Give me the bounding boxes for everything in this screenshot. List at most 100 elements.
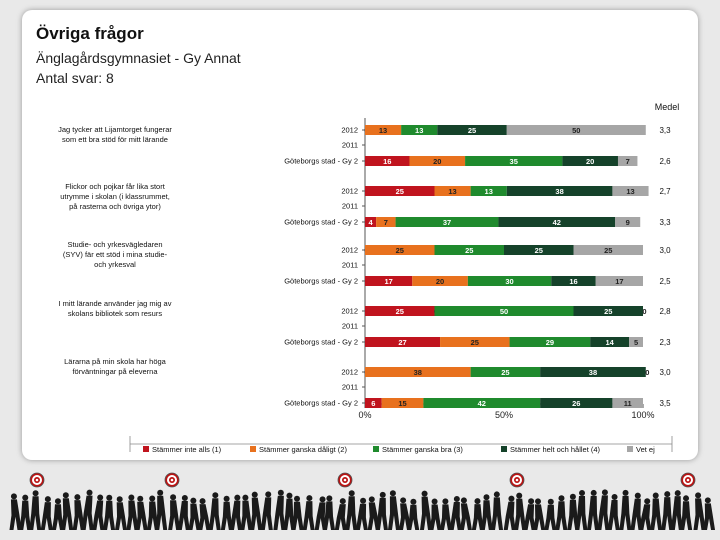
- silhouette-figure: [283, 492, 296, 530]
- silhouette-figure: [670, 490, 683, 530]
- bar-segment: [365, 337, 441, 347]
- mean-value: 3,0: [659, 246, 671, 255]
- mean-value: 2,5: [659, 277, 671, 286]
- silhouette-figure: [302, 495, 315, 530]
- bar-segment: [376, 217, 396, 227]
- bar-segment: [434, 245, 504, 255]
- bar-segment: [365, 245, 435, 255]
- bar-segment: [365, 306, 435, 316]
- bar-segment: [612, 398, 643, 408]
- data-label: 13: [485, 187, 493, 196]
- silhouette-figure: [575, 490, 588, 530]
- data-label: 20: [436, 277, 444, 286]
- silhouette-figure: [586, 489, 599, 530]
- data-label: 50: [572, 126, 580, 135]
- data-label: 14: [605, 338, 614, 347]
- silhouette-figure: [375, 491, 388, 530]
- x-tick-label: 100%: [631, 410, 654, 420]
- bar-segment: [573, 245, 643, 255]
- legend-label: Stämmer helt och hållet (4): [510, 445, 601, 454]
- question-text: skolans bibliotek som resurs: [68, 309, 162, 318]
- question-text: och yrkesval: [94, 260, 136, 269]
- silhouette-figure: [29, 490, 42, 530]
- bar-segment: [615, 217, 641, 227]
- silhouette-figure: [639, 498, 652, 530]
- response-count: Antal svar: 8: [36, 70, 114, 86]
- row-label: 2011: [342, 322, 358, 331]
- silhouette-figure: [544, 498, 557, 530]
- data-label: 30: [505, 277, 513, 286]
- row-label: 2012: [341, 187, 358, 196]
- question-text: Studie- och yrkesvägledaren: [67, 240, 162, 249]
- silhouette-figure: [619, 489, 632, 530]
- data-label: 25: [468, 126, 476, 135]
- silhouette-figure: [503, 495, 516, 530]
- silhouette-figure: [661, 491, 674, 530]
- silhouette-figure: [40, 496, 53, 530]
- data-label: 26: [572, 399, 580, 408]
- data-label: 35: [510, 157, 518, 166]
- legend-swatch: [373, 446, 379, 452]
- mean-value: 3,0: [659, 368, 671, 377]
- data-label: 17: [384, 277, 392, 286]
- legend-label: Stämmer ganska dåligt (2): [259, 445, 347, 454]
- row-label: Göteborgs stad - Gy 2: [284, 218, 358, 227]
- row-label: 2011: [342, 141, 358, 150]
- row-label: 2012: [341, 368, 358, 377]
- data-label: 42: [553, 218, 561, 227]
- silhouette-figure: [345, 490, 358, 530]
- bar-segment: [498, 217, 616, 227]
- data-label: 15: [398, 399, 406, 408]
- bar-segment: [617, 156, 638, 166]
- silhouette-figure: [220, 495, 233, 530]
- bar-segment: [412, 276, 468, 286]
- silhouette-figure: [367, 496, 380, 530]
- silhouette-figure: [61, 492, 74, 530]
- mean-value: 2,8: [659, 307, 671, 316]
- row-label: Göteborgs stad - Gy 2: [284, 399, 358, 408]
- data-label: 9: [626, 218, 630, 227]
- row-label: 2011: [342, 202, 358, 211]
- bar-segment: [434, 186, 471, 196]
- bar-segment: [470, 367, 541, 377]
- silhouette-figure: [168, 494, 181, 530]
- silhouette-figure: [439, 498, 452, 530]
- mean-value: 2,6: [659, 157, 671, 166]
- silhouette-figure: [429, 498, 442, 530]
- bar-segment: [540, 367, 646, 377]
- data-label: 38: [414, 368, 422, 377]
- data-label: 20: [586, 157, 594, 166]
- silhouette-figure: [115, 496, 128, 530]
- bar-segment: [365, 186, 435, 196]
- legend-swatch: [627, 446, 633, 452]
- silhouette-figure: [188, 497, 201, 530]
- target-icon: [509, 472, 525, 488]
- silhouette-figure: [273, 489, 286, 530]
- data-label: 0: [642, 307, 646, 316]
- data-label: 13: [626, 187, 634, 196]
- data-label: 0: [645, 368, 649, 377]
- silhouette-figure: [155, 489, 168, 530]
- data-label: 25: [396, 187, 404, 196]
- silhouette-figure: [198, 498, 211, 530]
- target-icon: [680, 472, 696, 488]
- row-label: Göteborgs stad - Gy 2: [284, 277, 358, 286]
- data-label: 13: [448, 187, 456, 196]
- data-label: 25: [465, 246, 473, 255]
- data-label: 4: [368, 218, 373, 227]
- bar-segment: [504, 245, 574, 255]
- row-label: 2012: [341, 307, 358, 316]
- data-label: 20: [433, 157, 441, 166]
- silhouette-figure: [607, 494, 620, 530]
- bar-segment: [365, 398, 382, 408]
- silhouette-figure: [314, 496, 327, 530]
- silhouette-figure: [250, 491, 263, 530]
- bar-segment: [573, 306, 643, 316]
- data-label: 38: [589, 368, 597, 377]
- data-label: 6: [371, 399, 375, 408]
- question-text: (SYV) fär ett stöd i mina studie-: [63, 250, 168, 259]
- data-label: 25: [471, 338, 479, 347]
- silhouette-figure: [555, 495, 568, 530]
- bar-segment: [409, 156, 466, 166]
